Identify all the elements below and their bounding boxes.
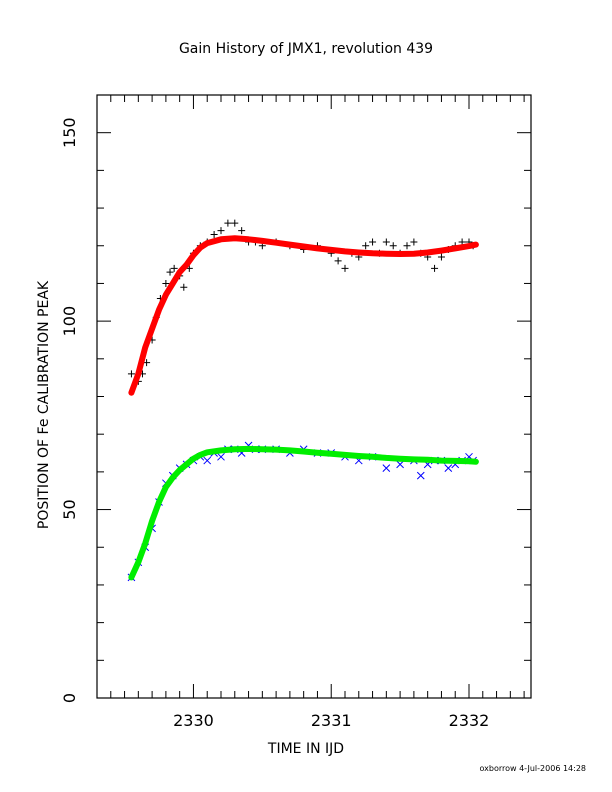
data-point [369, 238, 377, 246]
y-tick-label: 50 [60, 499, 79, 519]
y-tick-label: 0 [60, 693, 79, 703]
data-point [334, 257, 342, 265]
data-point [217, 227, 225, 235]
data-point [396, 460, 404, 469]
x-tick-label: 2332 [449, 711, 490, 730]
data-point [382, 238, 390, 246]
data-point [231, 219, 239, 227]
data-point [382, 464, 391, 472]
y-axis-label: POSITION OF Fe CALIBRATION PEAK [36, 280, 52, 529]
chart-title: Gain History of JMX1, revolution 439 [179, 41, 433, 57]
data-point [341, 264, 349, 272]
y-tick-label: 100 [60, 306, 79, 337]
data-point [437, 253, 445, 261]
y-tick-label: 150 [60, 117, 79, 148]
x-tick-label: 2331 [311, 711, 352, 730]
data-point [127, 370, 135, 378]
series-scatter-cross-1 [127, 441, 477, 582]
x-tick-label: 2330 [173, 711, 214, 730]
data-point [403, 242, 411, 250]
data-point [410, 238, 418, 246]
data-point [431, 264, 439, 272]
series-fit-line-2 [128, 235, 479, 396]
data-layer [127, 219, 479, 582]
plot-frame [96, 94, 532, 699]
data-point [416, 471, 425, 480]
data-point [170, 264, 178, 272]
series-fit-line-3 [128, 445, 479, 581]
data-point [210, 230, 218, 238]
data-point [389, 242, 397, 250]
data-point [362, 242, 370, 250]
data-point [217, 452, 225, 461]
axis-ticks [97, 94, 531, 699]
data-point [238, 227, 246, 235]
data-point [166, 268, 174, 276]
footer-stamp: oxborrow 4-Jul-2006 14:28 [479, 764, 586, 773]
data-point [224, 219, 232, 227]
data-point [203, 456, 212, 465]
fit-curve [128, 235, 479, 396]
data-point [180, 283, 188, 291]
data-point [444, 464, 453, 472]
fit-curve [128, 445, 479, 581]
data-point [162, 279, 170, 287]
tick-labels: 0 50 100 150 2330 2331 2332 [60, 117, 489, 730]
x-axis-label: TIME IN IJD [267, 741, 344, 757]
